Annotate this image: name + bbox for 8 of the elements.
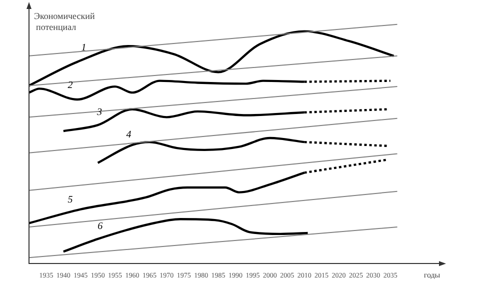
series-label: 4: [126, 129, 132, 140]
series-label: 2: [68, 80, 73, 92]
y-axis-title: Экономический потенциал: [34, 10, 95, 32]
series-label: 1: [81, 42, 86, 54]
x-axis-title: годы: [424, 270, 441, 280]
series-label: 5: [68, 194, 73, 206]
series-label: 3: [96, 106, 102, 118]
series-label: 6: [98, 220, 103, 232]
